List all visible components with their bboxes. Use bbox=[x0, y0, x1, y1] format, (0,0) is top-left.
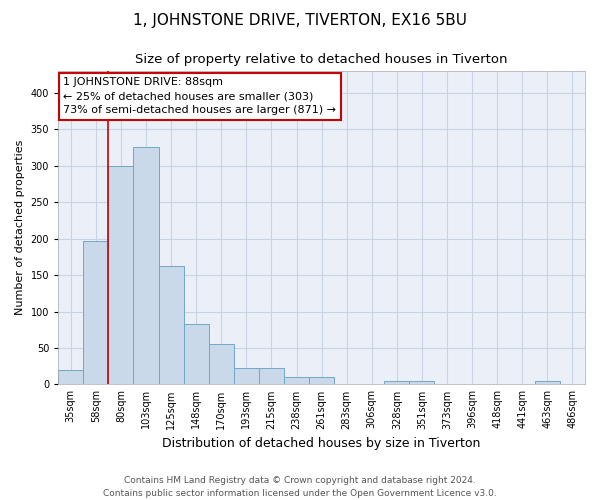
Bar bbox=[535, 381, 560, 384]
Bar bbox=[259, 368, 284, 384]
Bar bbox=[234, 368, 259, 384]
Bar bbox=[184, 324, 209, 384]
Bar bbox=[83, 241, 109, 384]
Text: 1, JOHNSTONE DRIVE, TIVERTON, EX16 5BU: 1, JOHNSTONE DRIVE, TIVERTON, EX16 5BU bbox=[133, 12, 467, 28]
Y-axis label: Number of detached properties: Number of detached properties bbox=[15, 140, 25, 316]
Text: 1 JOHNSTONE DRIVE: 88sqm
← 25% of detached houses are smaller (303)
73% of semi-: 1 JOHNSTONE DRIVE: 88sqm ← 25% of detach… bbox=[64, 77, 337, 115]
Bar bbox=[385, 381, 409, 384]
Bar bbox=[209, 344, 234, 385]
Bar bbox=[284, 377, 309, 384]
Bar bbox=[109, 166, 133, 384]
Text: Contains HM Land Registry data © Crown copyright and database right 2024.
Contai: Contains HM Land Registry data © Crown c… bbox=[103, 476, 497, 498]
Bar bbox=[309, 377, 334, 384]
X-axis label: Distribution of detached houses by size in Tiverton: Distribution of detached houses by size … bbox=[163, 437, 481, 450]
Bar bbox=[133, 148, 158, 384]
Bar bbox=[158, 266, 184, 384]
Bar bbox=[409, 381, 434, 384]
Bar bbox=[58, 370, 83, 384]
Title: Size of property relative to detached houses in Tiverton: Size of property relative to detached ho… bbox=[136, 52, 508, 66]
